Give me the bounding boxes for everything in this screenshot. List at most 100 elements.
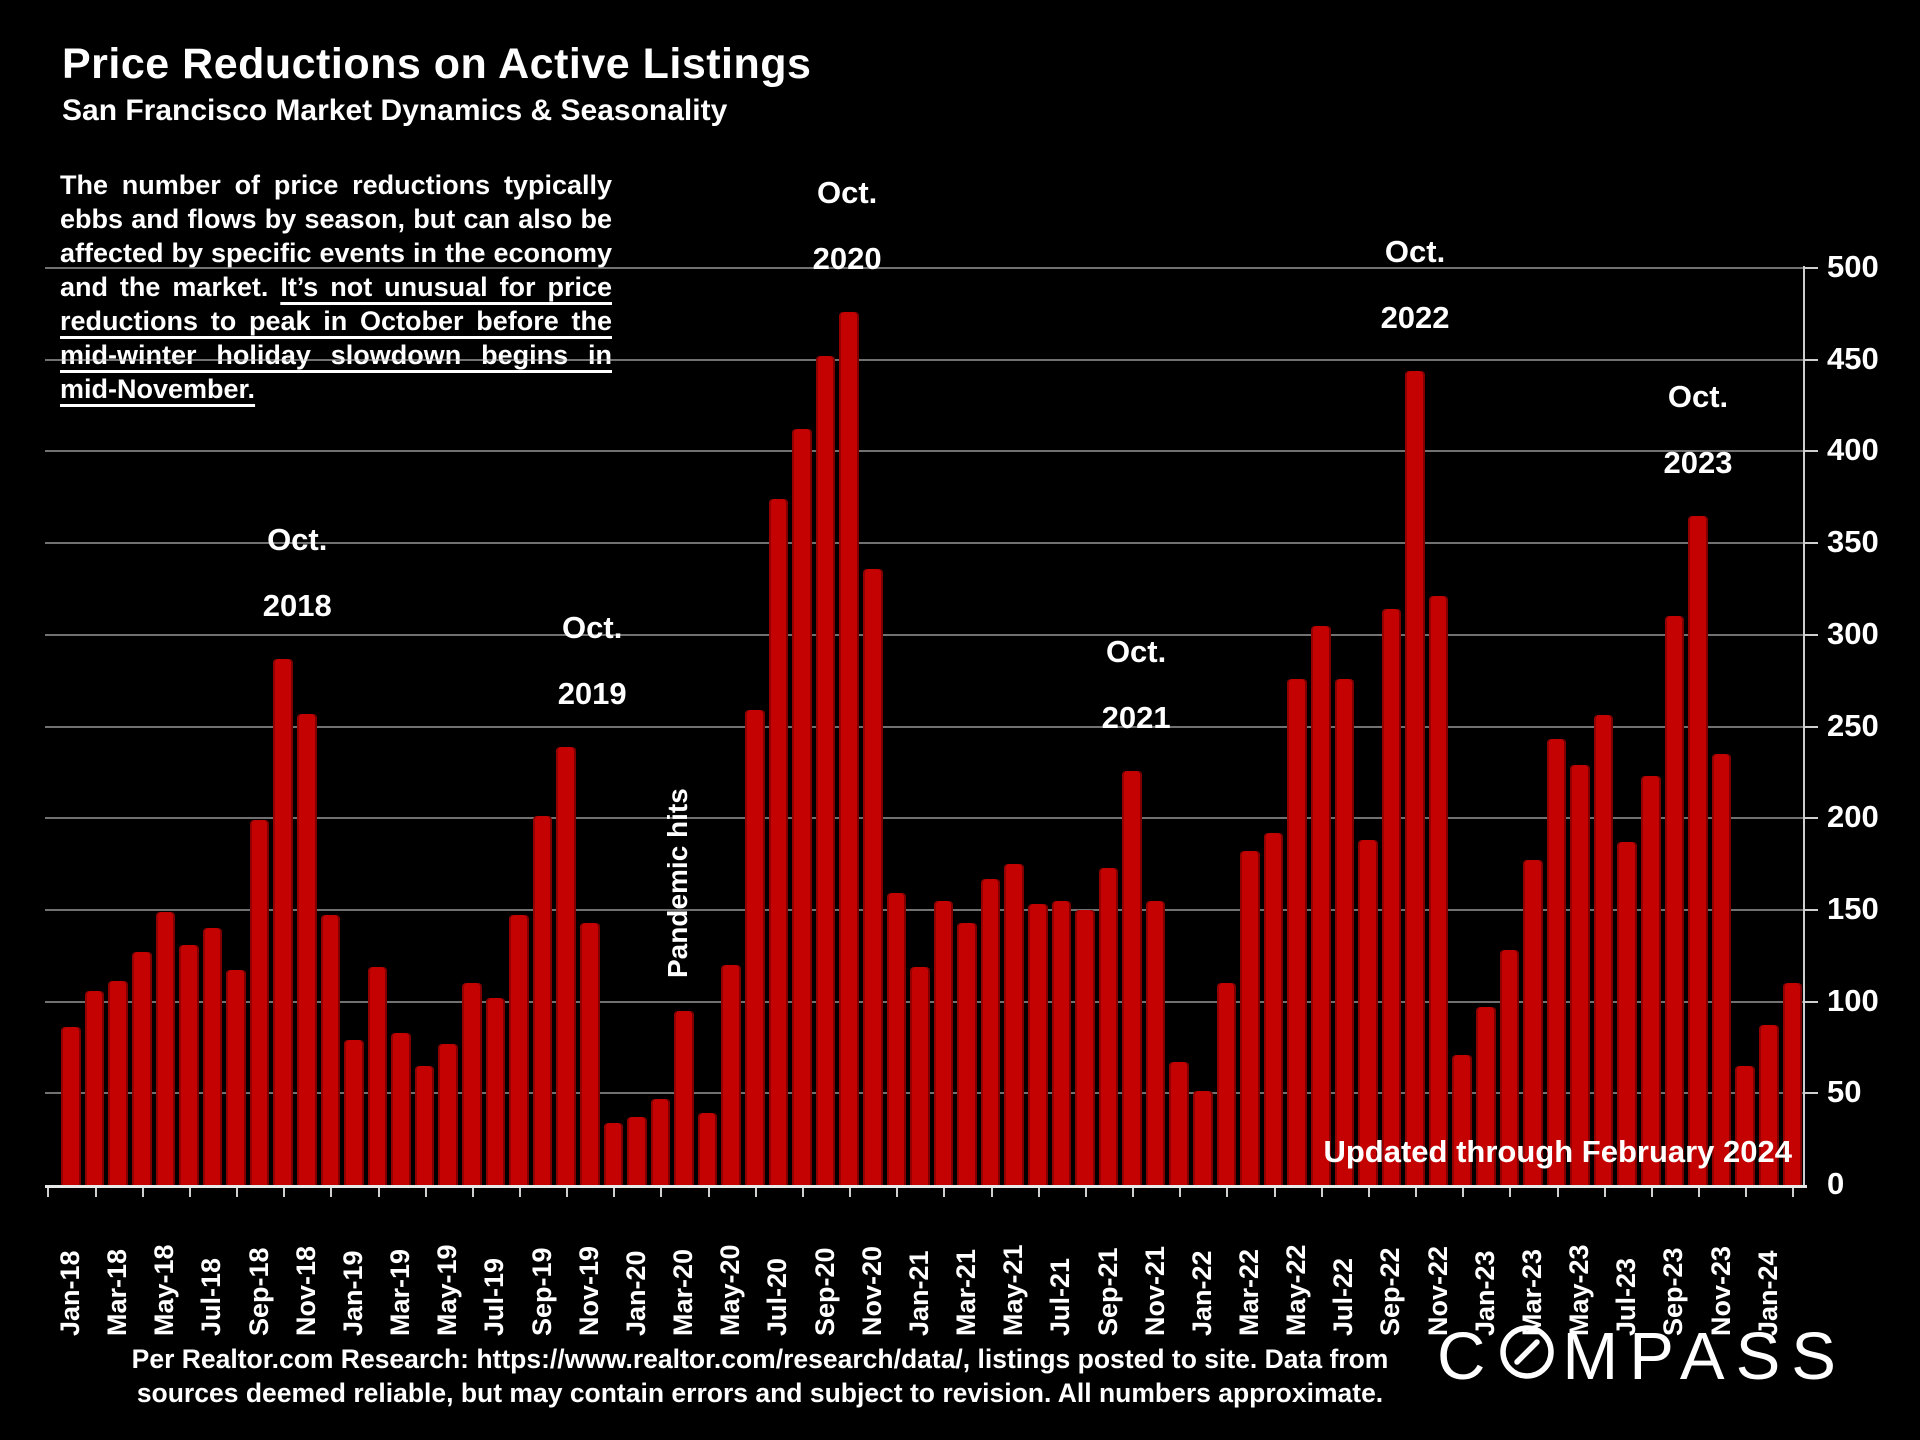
bar-Sep-18	[249, 820, 270, 1185]
bar-Apr-23	[1546, 739, 1567, 1185]
bar-Feb-22	[1216, 983, 1237, 1185]
bar-Sep-21	[1098, 867, 1119, 1185]
x-axis-tick	[849, 1188, 852, 1197]
x-axis-tick	[1037, 1188, 1040, 1197]
x-axis-tick	[1415, 1188, 1418, 1197]
x-axis-label-May-19: May-19	[432, 1244, 463, 1336]
x-axis-label-Jul-19: Jul-19	[479, 1257, 510, 1336]
bar-Nov-20	[862, 568, 883, 1185]
x-axis-tick	[943, 1188, 946, 1197]
x-axis-label-Jan-24: Jan-24	[1752, 1250, 1783, 1336]
bar-Sep-22	[1381, 609, 1402, 1185]
bar-Oct-20	[839, 312, 859, 1185]
bar-May-19	[438, 1043, 459, 1185]
x-axis-tick	[330, 1188, 333, 1197]
x-axis-tick	[377, 1188, 380, 1197]
bar-Mar-19	[391, 1032, 411, 1185]
x-axis-label-Jan-20: Jan-20	[620, 1250, 651, 1336]
x-axis-label-May-20: May-20	[715, 1244, 746, 1336]
bar-Aug-21	[1075, 909, 1095, 1185]
x-axis-tick	[990, 1188, 993, 1197]
x-axis-label-Mar-22: Mar-22	[1234, 1248, 1264, 1336]
bar-Jun-21	[1027, 904, 1048, 1185]
bar-Mar-22	[1240, 851, 1260, 1185]
x-axis-label-Jan-18: Jan-18	[55, 1250, 85, 1336]
x-axis-label-Jan-22: Jan-22	[1186, 1250, 1217, 1336]
x-axis-label-May-23: May-23	[1564, 1244, 1595, 1336]
compass-needle-icon	[1498, 1320, 1556, 1397]
bar-Apr-20	[697, 1113, 718, 1185]
gridline	[45, 450, 1803, 453]
bar-Mar-23	[1523, 860, 1543, 1185]
bar-Jun-22	[1310, 625, 1331, 1185]
x-axis-tick	[471, 1188, 474, 1197]
y-axis-tick	[1803, 908, 1818, 911]
bar-Sep-20	[815, 356, 836, 1185]
bar-Jul-23	[1617, 842, 1638, 1185]
x-axis-tick	[1084, 1188, 1087, 1197]
bar-Nov-19	[579, 922, 600, 1185]
page-title: Price Reductions on Active Listings	[62, 40, 812, 88]
x-axis-tick	[424, 1188, 427, 1197]
bar-Aug-20	[792, 429, 812, 1185]
x-axis-tick	[660, 1188, 663, 1197]
annotation-oct-2022: Oct. 2022	[1330, 219, 1500, 351]
bar-Jul-21	[1051, 900, 1072, 1185]
bar-Sep-19	[532, 816, 553, 1185]
bar-Jan-19	[344, 1040, 364, 1185]
gridline	[45, 817, 1803, 820]
x-axis-tick	[47, 1188, 50, 1197]
bar-Jul-18	[202, 928, 223, 1185]
bar-Jan-21	[910, 966, 930, 1185]
x-axis-tick	[1556, 1188, 1559, 1197]
bar-Oct-22	[1405, 370, 1425, 1185]
x-axis-tick	[1462, 1188, 1465, 1197]
x-axis-label-Mar-23: Mar-23	[1516, 1248, 1547, 1336]
bar-Aug-22	[1358, 840, 1378, 1185]
x-axis-label-May-18: May-18	[149, 1244, 180, 1336]
x-axis-tick	[1792, 1188, 1795, 1197]
bar-May-23	[1570, 765, 1590, 1185]
bar-Sep-23	[1664, 616, 1685, 1185]
y-axis-label: 350	[1827, 524, 1879, 560]
bar-Apr-21	[980, 878, 1001, 1185]
x-axis-tick	[1320, 1188, 1323, 1197]
annotation-oct-2021: Oct. 2021	[1051, 619, 1221, 751]
y-axis-line	[1803, 266, 1805, 1187]
gridline	[45, 908, 1803, 911]
source-footer-line2: sources deemed reliable, but may contain…	[136, 1378, 1384, 1408]
bar-Apr-18	[131, 952, 152, 1185]
y-axis-tick	[1803, 1092, 1818, 1095]
x-axis-tick	[1273, 1188, 1276, 1197]
x-axis-tick	[566, 1188, 569, 1197]
annotation-line: 2023	[1663, 444, 1733, 480]
y-axis-label: 0	[1827, 1166, 1845, 1201]
bar-Aug-19	[509, 915, 529, 1185]
intro-text-underlined: It’s not unusual for price reductions to…	[60, 272, 612, 404]
annotation-line: Oct.	[1667, 378, 1729, 414]
x-axis-label-Nov-19: Nov-19	[573, 1245, 604, 1336]
bar-Feb-20	[650, 1098, 671, 1185]
y-axis-tick	[1803, 1000, 1818, 1003]
x-axis-label-May-21: May-21	[998, 1244, 1029, 1336]
x-axis-tick	[613, 1188, 616, 1197]
x-axis-label-Jan-19: Jan-19	[337, 1250, 368, 1336]
bar-Dec-18	[320, 915, 341, 1185]
x-axis-tick	[94, 1188, 97, 1197]
bar-Oct-19	[556, 746, 576, 1185]
bar-Jun-23	[1593, 715, 1614, 1185]
y-axis-label: 500	[1827, 249, 1879, 284]
pandemic-hits-annotation: Pandemic hits	[662, 788, 693, 978]
x-axis-label-Nov-22: Nov-22	[1422, 1245, 1453, 1336]
annotation-line: 2021	[1101, 699, 1171, 735]
x-axis-tick	[519, 1188, 521, 1197]
bar-Dec-23	[1735, 1065, 1755, 1185]
source-footer-line1: Per Realtor.com Research: https://www.re…	[131, 1344, 1389, 1374]
x-axis-line	[45, 1185, 1807, 1188]
bar-Aug-18	[226, 970, 246, 1185]
bar-Jan-22	[1193, 1091, 1213, 1185]
bar-Dec-21	[1169, 1062, 1190, 1185]
bar-Jun-20	[745, 709, 765, 1185]
x-axis-tick	[1226, 1188, 1229, 1197]
x-axis-tick	[1745, 1188, 1748, 1197]
